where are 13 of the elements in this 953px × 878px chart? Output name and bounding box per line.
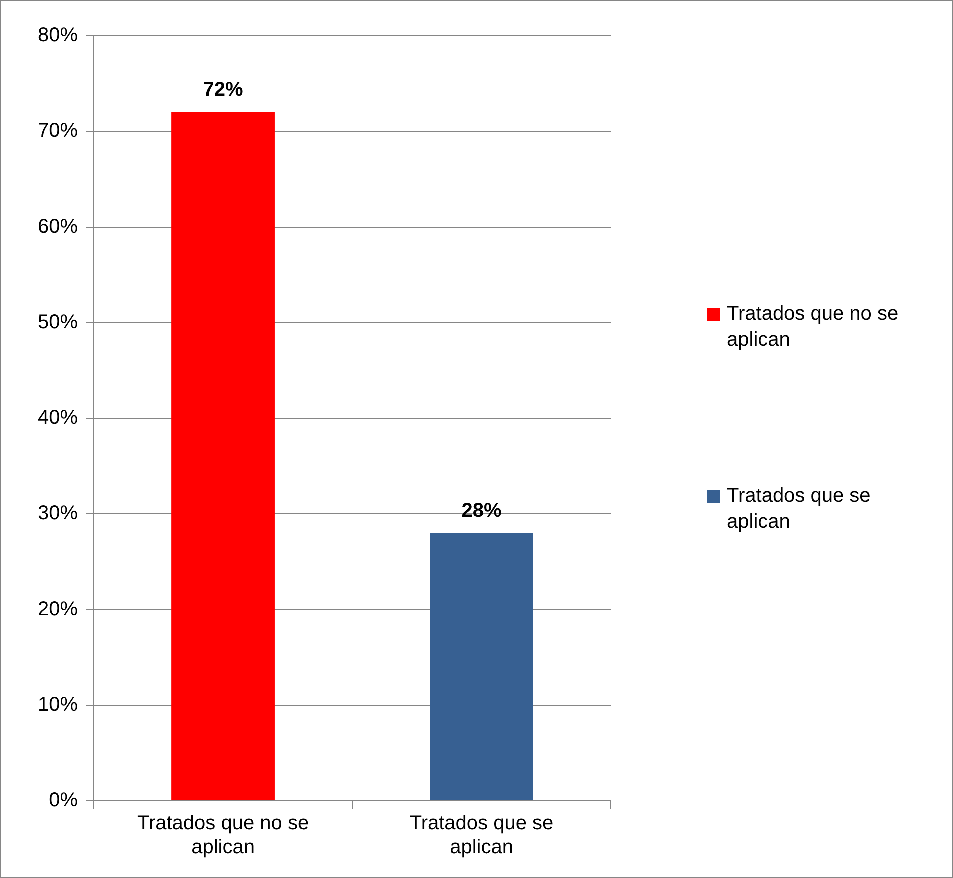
y-tick-label: 50%	[38, 311, 78, 334]
legend-label: Tratados que se aplican	[727, 485, 871, 534]
y-tick-label: 40%	[38, 407, 78, 430]
legend-label: Tratados que no se aplican	[727, 303, 899, 352]
y-tick-label: 10%	[38, 694, 78, 716]
y-tick-label: 30%	[38, 502, 78, 525]
y-tick-label: 20%	[38, 598, 78, 620]
y-tick-label: 60%	[38, 216, 78, 238]
y-tick-label: 80%	[38, 24, 78, 47]
data-label: 72%	[203, 79, 244, 102]
y-tick-label: 0%	[49, 790, 78, 812]
data-label: 28%	[462, 500, 502, 522]
y-tick-label: 70%	[38, 120, 78, 142]
